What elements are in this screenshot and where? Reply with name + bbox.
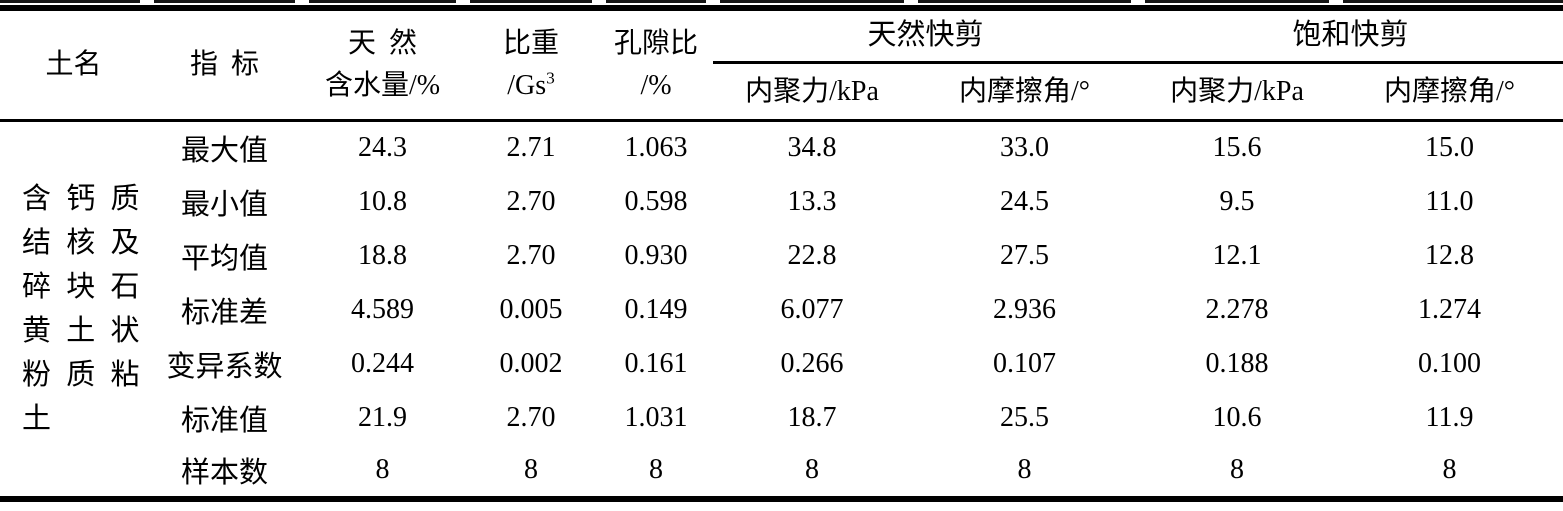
soil-name-cell: 含 钙 质 结 核 及 碎 块 石 黄 土 状 粉 质 粘 土 — [22, 182, 141, 435]
indicator-cell: 样本数 — [180, 457, 268, 489]
data-cell: 8 — [524, 454, 538, 485]
scan-artifact-line — [0, 0, 1563, 3]
data-cell: 18.7 — [787, 401, 837, 433]
data-cell: 10.6 — [1212, 401, 1262, 433]
data-cell: 2.71 — [506, 132, 556, 164]
data-cell: 27.5 — [1000, 239, 1049, 271]
data-cell: 0.149 — [624, 293, 688, 325]
data-cell: 24.5 — [1000, 185, 1049, 217]
header-saturated-friction-angle: 内摩擦角/° — [1336, 62, 1563, 122]
header-natural-cohesion: 内聚力/kPa — [713, 62, 911, 122]
data-cell: 15.6 — [1212, 132, 1262, 164]
data-cell: 0.188 — [1205, 347, 1269, 379]
soil-statistics-table: 土名 指 标 天 然 含水量/% 比重 /Gs3 孔隙比 /% 天然快剪 饱和快… — [0, 5, 1563, 502]
data-cell: 22.8 — [787, 239, 837, 271]
data-cell: 24.3 — [358, 132, 407, 164]
data-cell: 1.063 — [624, 132, 688, 164]
data-cell: 11.9 — [1425, 401, 1474, 433]
table-row-mean: 平均值 18.8 2.70 0.930 22.8 27.5 12.1 12.8 — [0, 229, 1563, 283]
data-cell: 8 — [1017, 454, 1032, 485]
header-specific-gravity-line1: 比重 — [502, 28, 559, 59]
data-cell: 0.244 — [351, 347, 414, 379]
data-cell: 8 — [649, 454, 663, 485]
table-row-standard-value: 标准值 21.9 2.70 1.031 18.7 25.5 10.6 11.9 — [0, 391, 1563, 445]
header-group-natural-shear: 天然快剪 — [713, 8, 1139, 64]
data-cell: 11.0 — [1425, 185, 1474, 217]
header-void-ratio-line1: 孔隙比 — [613, 28, 698, 59]
header-specific-gravity-line2: /Gs3 — [507, 68, 555, 101]
data-cell: 9.5 — [1219, 185, 1255, 217]
data-cell: 2.70 — [506, 239, 556, 271]
data-cell: 2.936 — [993, 293, 1056, 325]
data-cell: 34.8 — [787, 132, 837, 164]
table-row-min: 最小值 10.8 2.70 0.598 13.3 24.5 9.5 11.0 — [0, 175, 1563, 229]
data-cell: 18.8 — [358, 239, 407, 271]
header-water-content: 天 然 含水量/% — [302, 8, 463, 122]
data-cell: 2.70 — [506, 185, 556, 217]
header-void-ratio: 孔隙比 /% — [599, 8, 713, 122]
data-cell: 33.0 — [1000, 132, 1049, 164]
data-cell: 0.161 — [624, 347, 688, 379]
data-cell: 1.031 — [624, 401, 688, 433]
indicator-cell: 标准差 — [180, 296, 268, 329]
data-cell: 8 — [1442, 454, 1457, 485]
data-cell: 0.266 — [780, 347, 844, 379]
data-cell: 12.8 — [1425, 239, 1475, 271]
data-cell: 8 — [375, 454, 390, 485]
data-cell: 2.278 — [1205, 293, 1269, 325]
table-row-max: 含 钙 质 结 核 及 碎 块 石 黄 土 状 粉 质 粘 土 最大值 24.3… — [0, 121, 1563, 435]
header-indicator: 指 标 — [147, 8, 302, 122]
header-water-content-line2: 含水量/% — [324, 70, 441, 101]
data-cell: 0.002 — [499, 347, 563, 379]
table-row-sample-count: 样本数 8 8 8 8 8 8 8 — [0, 445, 1563, 499]
indicator-cell: 平均值 — [180, 242, 268, 275]
header-natural-friction-angle: 内摩擦角/° — [911, 62, 1139, 122]
data-cell: 15.0 — [1425, 132, 1475, 164]
data-cell: 0.107 — [993, 347, 1056, 379]
table-row-stddev: 标准差 4.589 0.005 0.149 6.077 2.936 2.278 … — [0, 283, 1563, 337]
header-specific-gravity: 比重 /Gs3 — [463, 8, 599, 122]
header-void-ratio-line2: /% — [640, 70, 672, 101]
data-cell: 21.9 — [358, 401, 407, 433]
indicator-cell: 变异系数 — [166, 350, 283, 383]
data-cell: 0.100 — [1418, 347, 1482, 379]
data-cell: 8 — [1230, 454, 1245, 485]
data-cell: 8 — [805, 454, 819, 485]
data-cell: 13.3 — [787, 185, 837, 217]
data-cell: 4.589 — [351, 293, 414, 325]
data-cell: 0.598 — [624, 185, 688, 217]
data-cell: 10.8 — [358, 185, 407, 217]
indicator-cell: 最大值 — [180, 135, 268, 168]
header-group-saturated-shear: 饱和快剪 — [1138, 8, 1563, 64]
data-cell: 2.70 — [506, 401, 556, 433]
data-cell: 6.077 — [780, 293, 844, 325]
indicator-cell: 最小值 — [180, 188, 268, 221]
header-soil-name: 土名 — [0, 8, 147, 122]
data-cell: 25.5 — [1000, 401, 1049, 433]
data-cell: 0.930 — [624, 239, 688, 271]
specific-gravity-superscript: 3 — [546, 68, 555, 88]
table-row-cov: 变异系数 0.244 0.002 0.161 0.266 0.107 0.188… — [0, 337, 1563, 391]
header-water-content-line1: 天 然 — [347, 28, 417, 59]
data-cell: 0.005 — [499, 293, 563, 325]
header-saturated-cohesion: 内聚力/kPa — [1138, 62, 1337, 122]
indicator-cell: 标准值 — [180, 404, 268, 437]
data-cell: 12.1 — [1212, 239, 1262, 271]
data-cell: 1.274 — [1418, 293, 1482, 325]
